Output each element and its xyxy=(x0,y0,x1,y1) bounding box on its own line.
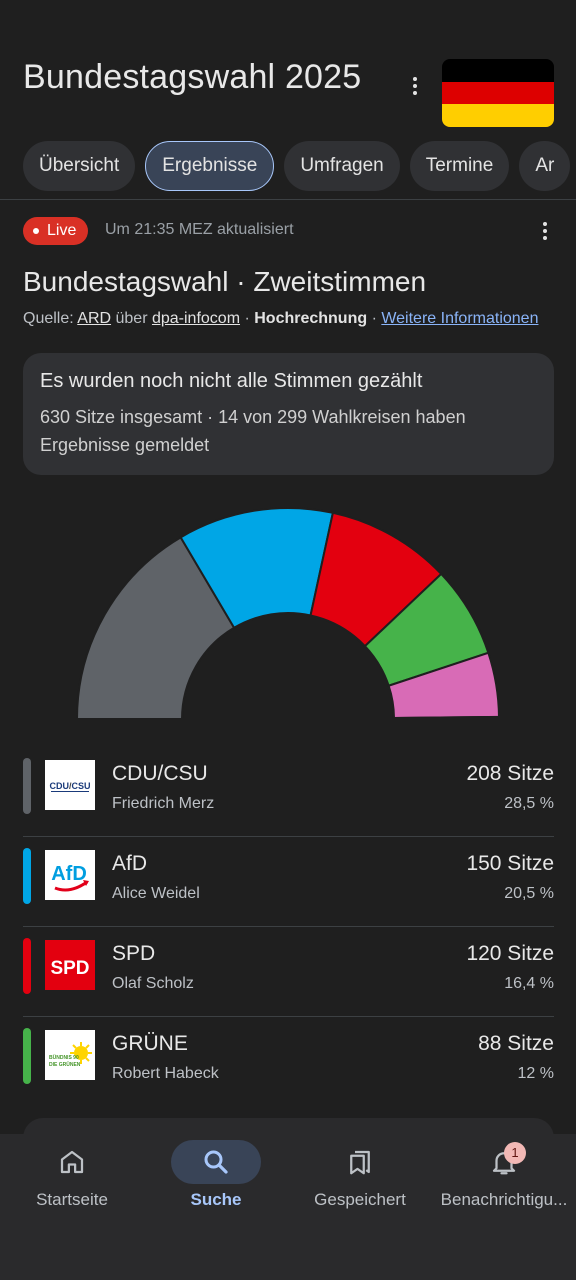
search-icon xyxy=(204,1150,228,1174)
party-percent: 28,5 % xyxy=(504,795,554,812)
tab-termine[interactable]: Termine xyxy=(409,141,510,191)
svg-text:SPD: SPD xyxy=(50,958,89,979)
svg-text:CDU/CSU: CDU/CSU xyxy=(49,781,90,791)
german-flag-icon xyxy=(442,59,554,127)
nav-benachrichtigungen[interactable]: 1 Benachrichtigu... xyxy=(432,1134,576,1234)
more-info-link[interactable]: Weitere Informationen xyxy=(381,310,539,327)
nav-label: Startseite xyxy=(36,1190,108,1209)
party-seats: 120 Sitze xyxy=(466,942,554,965)
notice-card: Es wurden noch nicht alle Stimmen gezähl… xyxy=(23,353,554,475)
party-seats: 208 Sitze xyxy=(466,762,554,785)
live-dot-icon xyxy=(33,228,39,234)
section-title: Bundestagswahl · Zweitstimmen xyxy=(23,266,427,297)
svg-text:DIE GRÜNEN: DIE GRÜNEN xyxy=(49,1061,81,1068)
source-mid: über xyxy=(111,310,152,327)
notice-title: Es wurden noch nicht alle Stimmen gezähl… xyxy=(40,370,423,392)
bottom-navigation: Startseite Suche Gespeichert 1 Benachric… xyxy=(0,1134,576,1280)
updated-time: Um 21:35 MEZ aktualisiert xyxy=(105,221,294,238)
party-leader: Alice Weidel xyxy=(112,885,200,902)
tab-ergebnisse[interactable]: Ergebnisse xyxy=(145,141,275,191)
party-name: SPD xyxy=(112,942,156,965)
nav-label: Gespeichert xyxy=(314,1190,406,1209)
nav-label: Suche xyxy=(190,1190,242,1209)
divider xyxy=(23,1016,554,1017)
party-percent: 12 % xyxy=(517,1065,554,1082)
more-options-icon[interactable] xyxy=(413,77,417,98)
party-row-gruene[interactable]: BÜNDNIS 90 DIE GRÜNEN GRÜNE Robert Habec… xyxy=(0,1017,576,1107)
notification-badge: 1 xyxy=(504,1142,526,1164)
party-row-afd[interactable]: AfD AfD Alice Weidel 150 Sitze 20,5 % xyxy=(0,837,576,927)
tab-ar[interactable]: Ar xyxy=(519,141,571,191)
gruene-logo: BÜNDNIS 90 DIE GRÜNEN xyxy=(45,1030,95,1080)
party-percent: 16,4 % xyxy=(504,975,554,992)
source-sep2: · xyxy=(367,310,382,327)
source-dpa-link[interactable]: dpa-infocom xyxy=(151,310,241,327)
nav-gespeichert[interactable]: Gespeichert xyxy=(288,1134,432,1234)
party-color-bar xyxy=(23,848,31,904)
svg-text:AfD: AfD xyxy=(51,863,87,885)
nav-label: Benachrichtigu... xyxy=(440,1190,568,1209)
party-percent: 20,5 % xyxy=(504,885,554,902)
tab-umfragen[interactable]: Umfragen xyxy=(284,141,400,191)
party-row-cdu[interactable]: CDU/CSU CDU/CSU Friedrich Merz 208 Sitze… xyxy=(0,747,576,837)
seat-distribution-chart xyxy=(75,507,501,720)
divider xyxy=(0,199,576,200)
tab-bar: Übersicht Ergebnisse Umfragen Termine Ar xyxy=(23,141,571,191)
source-line: Quelle: ARD über dpa-infocom · Hochrechn… xyxy=(23,310,538,328)
nav-suche[interactable]: Suche xyxy=(144,1134,288,1234)
nav-startseite[interactable]: Startseite xyxy=(0,1134,144,1234)
source-ard-link[interactable]: ARD xyxy=(77,310,112,327)
card-options-icon[interactable] xyxy=(543,222,547,243)
seat-segment-cdu-csu xyxy=(75,535,236,720)
party-color-bar xyxy=(23,1028,31,1084)
page-title: Bundestagswahl 2025 xyxy=(23,58,362,96)
spd-logo: SPD xyxy=(45,940,95,990)
cdu-csu-logo: CDU/CSU xyxy=(45,760,95,810)
party-seats: 150 Sitze xyxy=(466,852,554,875)
seat-segment-other xyxy=(392,715,501,720)
party-name: GRÜNE xyxy=(112,1032,188,1055)
live-label: Live xyxy=(47,222,77,239)
tab-uebersicht[interactable]: Übersicht xyxy=(23,141,136,191)
party-color-bar xyxy=(23,758,31,814)
svg-text:BÜNDNIS 90: BÜNDNIS 90 xyxy=(49,1054,79,1061)
live-badge: Live xyxy=(23,217,89,245)
divider xyxy=(23,836,554,837)
afd-logo: AfD xyxy=(45,850,95,900)
party-name: CDU/CSU xyxy=(112,762,208,785)
active-indicator xyxy=(171,1140,261,1184)
source-prefix: Quelle: xyxy=(23,310,78,327)
party-leader: Olaf Scholz xyxy=(112,975,194,992)
party-name: AfD xyxy=(112,852,148,875)
bookmarks-icon xyxy=(350,1150,370,1175)
party-leader: Friedrich Merz xyxy=(112,795,215,812)
party-leader: Robert Habeck xyxy=(112,1065,219,1082)
source-sep: · xyxy=(240,310,255,327)
source-type: Hochrechnung xyxy=(254,310,368,327)
party-row-spd[interactable]: SPD SPD Olaf Scholz 120 Sitze 16,4 % xyxy=(0,927,576,1017)
party-color-bar xyxy=(23,938,31,994)
divider xyxy=(23,926,554,927)
notice-text: 630 Sitze insgesamt · 14 von 299 Wahlkre… xyxy=(40,407,466,455)
party-seats: 88 Sitze xyxy=(478,1032,554,1055)
home-icon xyxy=(60,1150,84,1174)
